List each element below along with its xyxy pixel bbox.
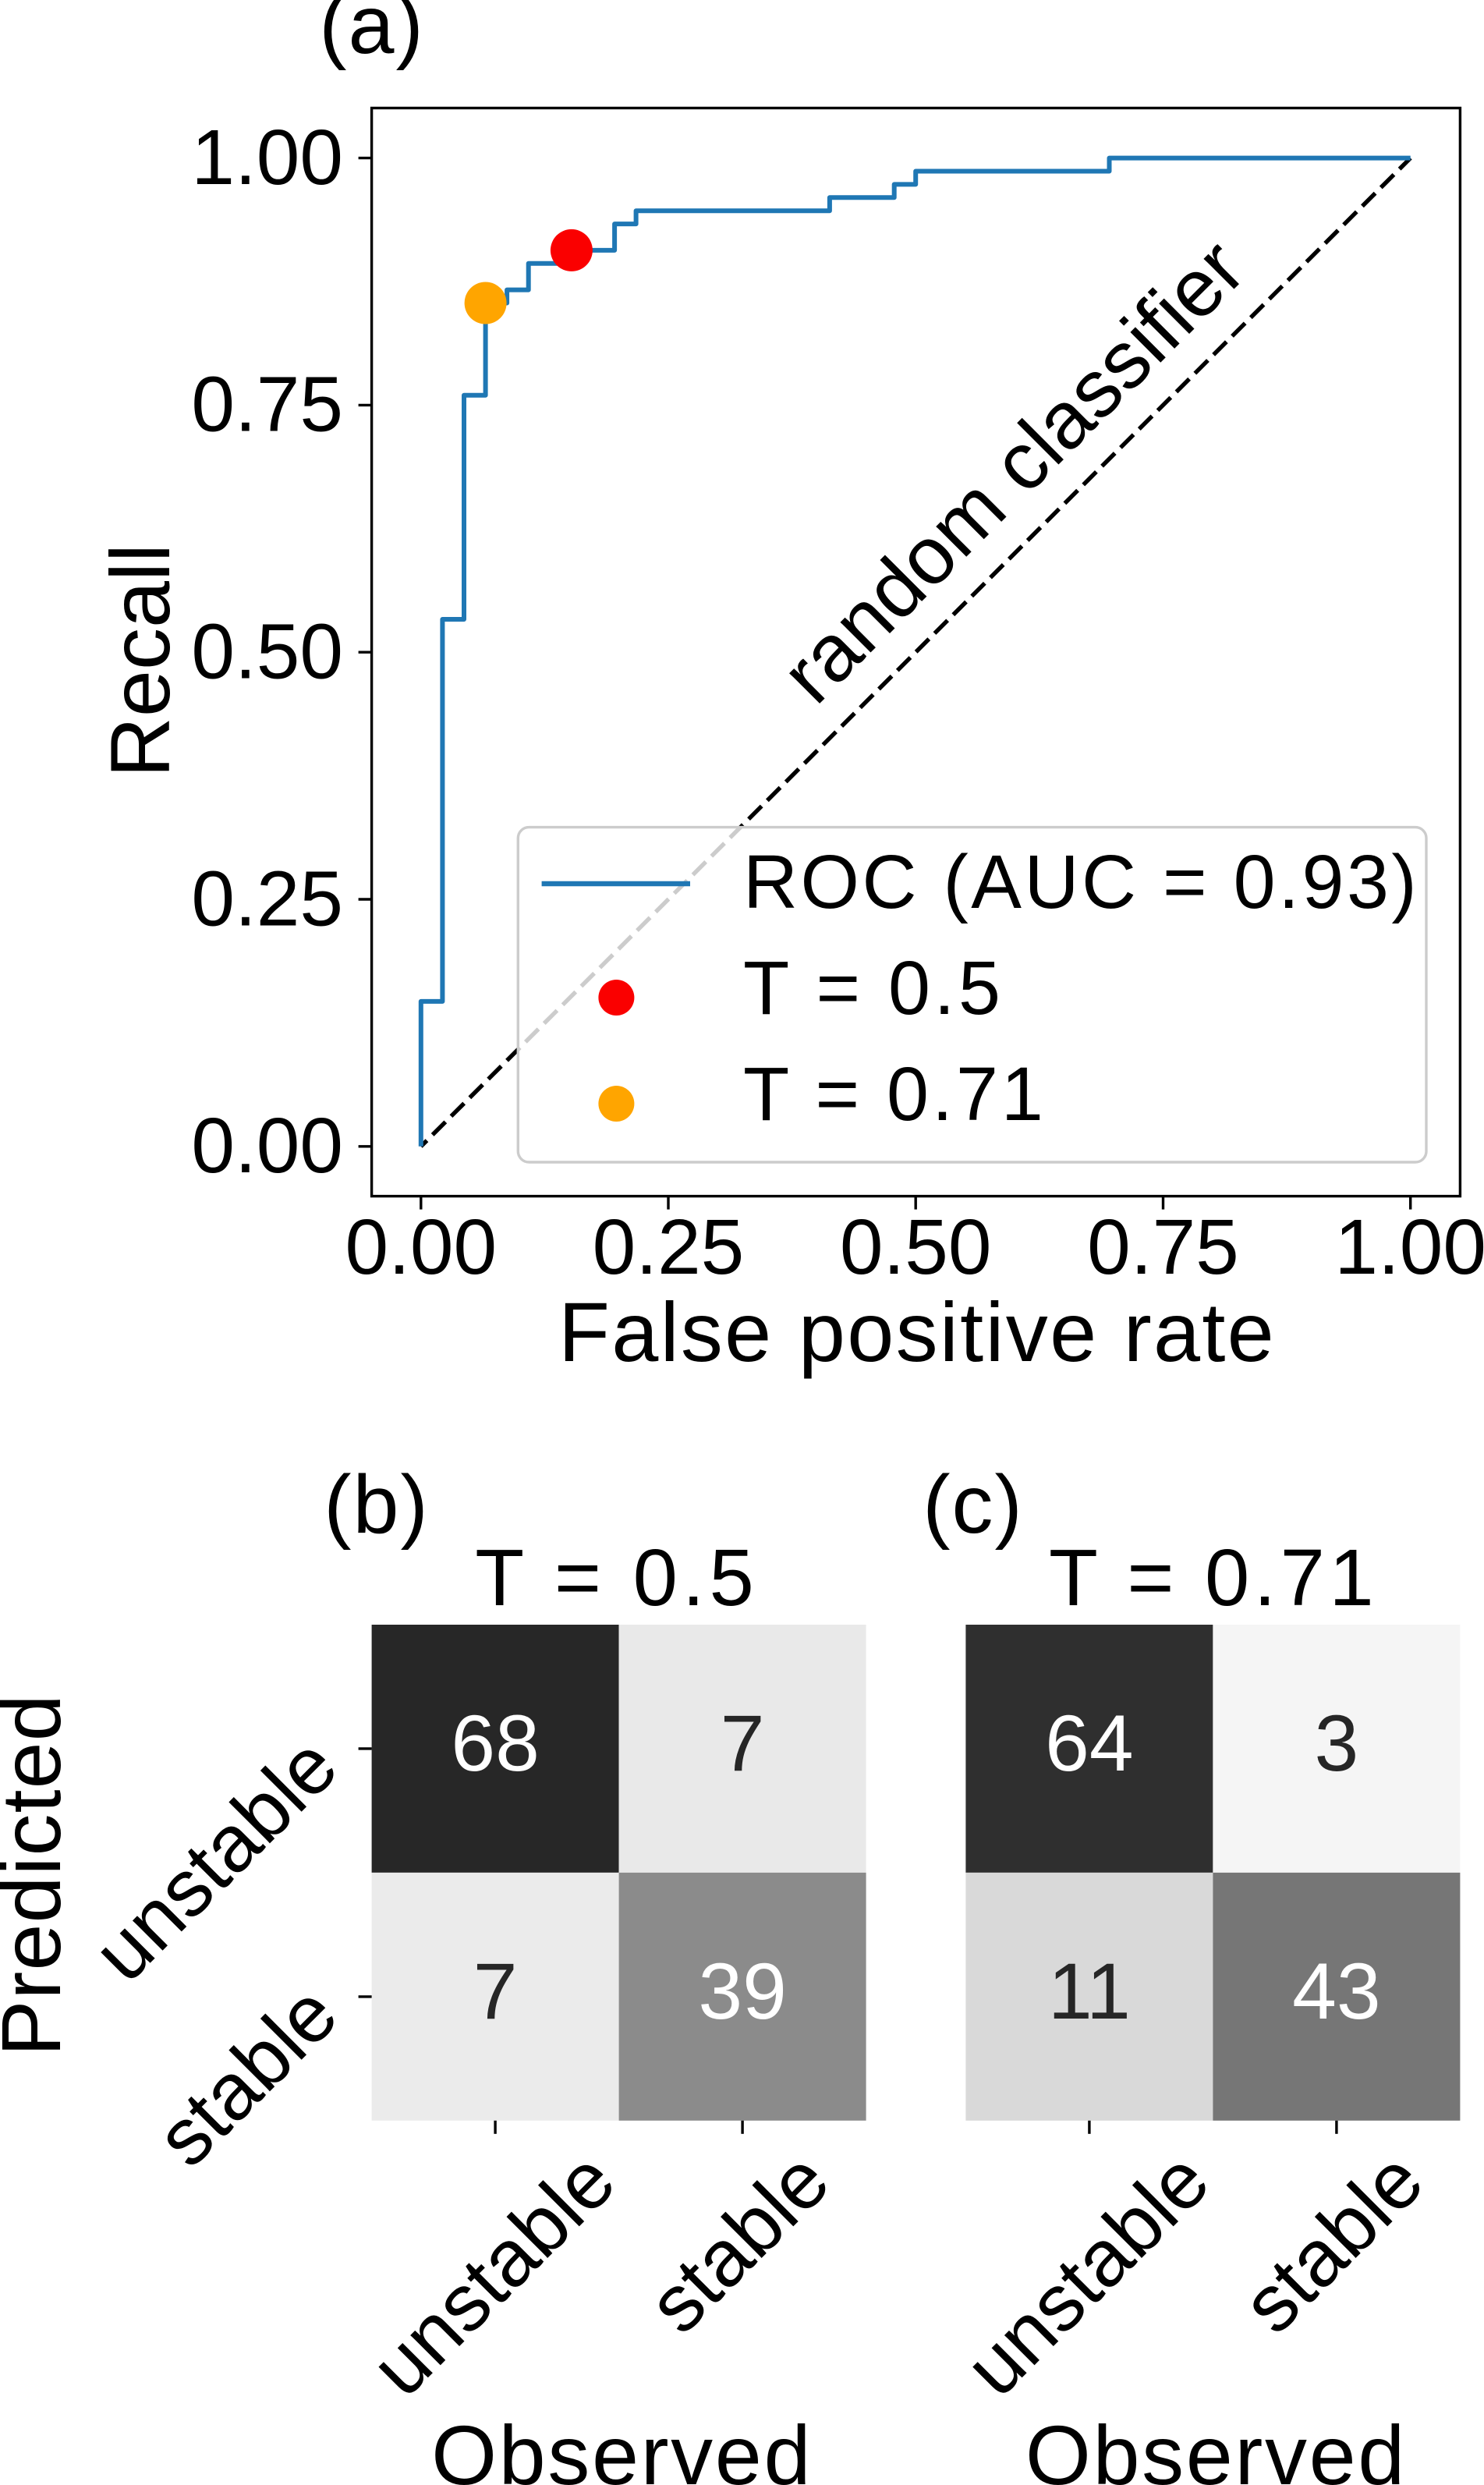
svg-text:False positive rate: False positive rate (558, 1285, 1276, 1379)
svg-text:Recall: Recall (93, 544, 187, 778)
svg-text:11: 11 (1048, 1947, 1131, 2036)
svg-text:3: 3 (1315, 1699, 1359, 1788)
svg-text:1.00: 1.00 (1334, 1204, 1484, 1291)
svg-text:Predicted: Predicted (0, 1693, 78, 2056)
svg-text:0.00: 0.00 (345, 1204, 497, 1291)
svg-text:64: 64 (1045, 1699, 1133, 1788)
svg-text:0.00: 0.00 (191, 1102, 343, 1189)
svg-text:0.25: 0.25 (593, 1204, 745, 1291)
svg-text:T = 0.5: T = 0.5 (743, 945, 1004, 1030)
svg-text:ROC (AUC = 0.93): ROC (AUC = 0.93) (743, 839, 1419, 924)
svg-text:39: 39 (698, 1947, 786, 2036)
svg-text:43: 43 (1292, 1947, 1380, 2036)
svg-text:T = 0.71: T = 0.71 (1049, 1533, 1378, 1622)
svg-text:0.25: 0.25 (191, 855, 343, 942)
svg-text:7: 7 (473, 1947, 518, 2036)
svg-text:1.00: 1.00 (191, 114, 343, 201)
svg-text:0.75: 0.75 (1087, 1204, 1239, 1291)
svg-text:0.50: 0.50 (840, 1204, 992, 1291)
svg-text:(b): (b) (324, 1459, 430, 1551)
svg-text:Observed: Observed (431, 2408, 813, 2485)
svg-text:(c): (c) (923, 1459, 1024, 1551)
svg-text:(a): (a) (319, 0, 425, 71)
svg-text:T = 0.5: T = 0.5 (475, 1533, 759, 1622)
svg-text:0.50: 0.50 (191, 608, 343, 696)
svg-text:T = 0.71: T = 0.71 (743, 1051, 1047, 1136)
svg-text:Observed: Observed (1025, 2408, 1407, 2485)
svg-text:68: 68 (451, 1699, 539, 1788)
svg-text:7: 7 (721, 1699, 765, 1788)
svg-text:0.75: 0.75 (191, 361, 343, 448)
